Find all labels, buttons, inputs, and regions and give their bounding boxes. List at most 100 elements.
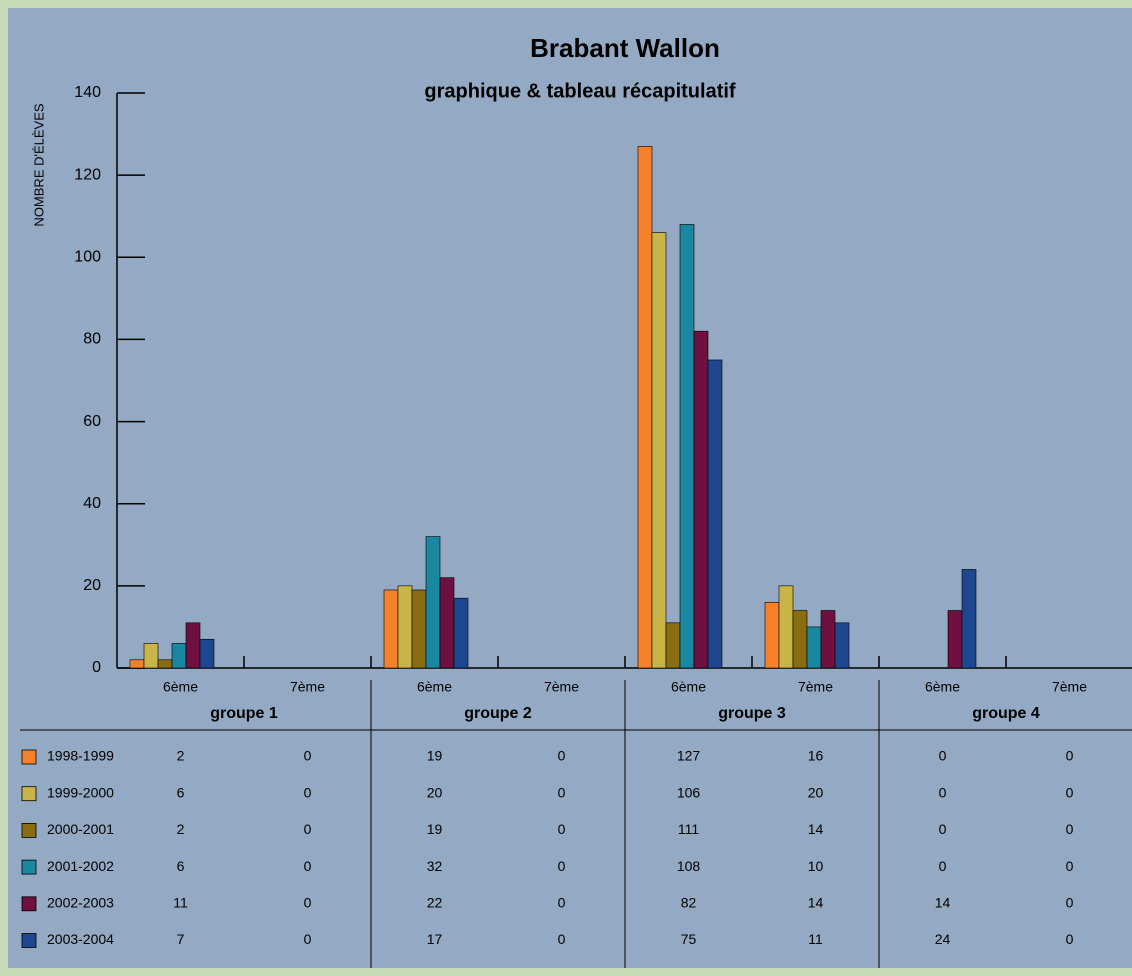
legend-label: 2000-2001 [47,821,114,837]
bar [834,622,850,669]
table-cell: 0 [304,931,312,947]
bar [439,577,455,669]
legend-label: 1998-1999 [47,748,114,764]
table-cell: 6 [177,784,185,800]
table-cell: 2 [177,748,185,764]
table-cell: 0 [304,821,312,837]
table-cell: 0 [304,895,312,911]
table-cell: 2 [177,821,185,837]
table-cell: 14 [808,895,824,911]
table-cell: 19 [427,821,443,837]
table-cell: 111 [678,821,699,837]
legend-label: 2001-2002 [47,858,114,874]
table-cell: 0 [304,748,312,764]
table-cell: 16 [808,748,824,764]
table-cell: 0 [558,931,566,947]
bar [820,610,836,669]
bar [383,589,399,669]
table-cell: 108 [677,858,701,874]
table-cell: 0 [558,821,566,837]
table-cell: 24 [935,931,951,947]
x-tick-label: 7ème [1052,679,1087,695]
y-tick-label: 120 [74,166,101,183]
bar [637,146,653,669]
bar [453,597,469,669]
y-tick-label: 140 [74,84,101,101]
bar [651,232,667,669]
x-tick-label: 6ème [925,679,960,695]
table-cell: 32 [427,858,443,874]
table-cell: 0 [558,858,566,874]
table-cell: 0 [304,784,312,800]
bar [947,610,963,669]
table-cell: 0 [558,784,566,800]
bar [961,569,977,669]
table-cell: 6 [177,858,185,874]
y-tick-label: 100 [74,249,101,266]
bar [792,610,808,669]
table-cell: 19 [427,748,443,764]
legend-label: 2003-2004 [47,931,114,947]
table-cell: 20 [427,784,443,800]
bar [707,359,723,669]
bar [397,585,413,669]
table-cell: 22 [427,895,443,911]
table-cell: 20 [808,784,824,800]
legend-swatch [21,786,37,802]
table-cell: 0 [1066,895,1074,911]
x-tick-label: 7ème [544,679,579,695]
table-cell: 0 [558,895,566,911]
legend-swatch [21,823,37,838]
table-cell: 7 [177,931,185,947]
table-cell: 11 [808,931,823,947]
table-cell: 0 [304,858,312,874]
table-cell: 0 [939,784,947,800]
group-label: groupe 1 [210,705,278,722]
bar [157,659,173,669]
table-cell: 11 [173,895,188,911]
legend-label: 1999-2000 [47,784,114,800]
panel [8,8,1132,968]
group-label: groupe 3 [718,705,786,722]
legend-swatch [21,896,37,912]
x-tick-label: 7ème [290,679,325,695]
table-cell: 0 [939,821,947,837]
bar [199,638,215,669]
y-tick-label: 80 [83,331,101,348]
y-axis-label: NOMBRE D'ÉLÈVES [31,103,46,226]
bar [679,224,695,669]
chart-title: Brabant Wallon [530,33,720,63]
legend-swatch [21,749,37,765]
x-tick-label: 7ème [798,679,833,695]
legend-label: 2002-2003 [47,895,114,911]
table-cell: 0 [1066,821,1074,837]
x-tick-label: 6ème [671,679,706,695]
table-cell: 0 [558,748,566,764]
bar [764,601,780,669]
table-cell: 14 [935,895,951,911]
legend-swatch [21,933,37,948]
table-cell: 0 [1066,858,1074,874]
y-tick-label: 20 [83,577,101,594]
bar [693,330,709,669]
table-cell: 14 [808,821,824,837]
table-cell: 75 [681,931,697,947]
bar [425,536,441,669]
y-tick-label: 0 [92,659,101,676]
x-tick-label: 6ème [163,679,198,695]
bar [171,643,187,669]
group-label: groupe 2 [464,705,532,722]
bar [411,589,427,669]
bar [778,585,794,669]
table-cell: 17 [427,931,443,947]
bar [143,643,159,669]
table-cell: 127 [677,748,701,764]
table-cell: 0 [1066,931,1074,947]
bar [129,659,145,669]
table-cell: 10 [808,858,824,874]
chart-subtitle: graphique & tableau récapitulatif [424,80,736,102]
x-tick-label: 6ème [417,679,452,695]
table-cell: 0 [1066,748,1074,764]
